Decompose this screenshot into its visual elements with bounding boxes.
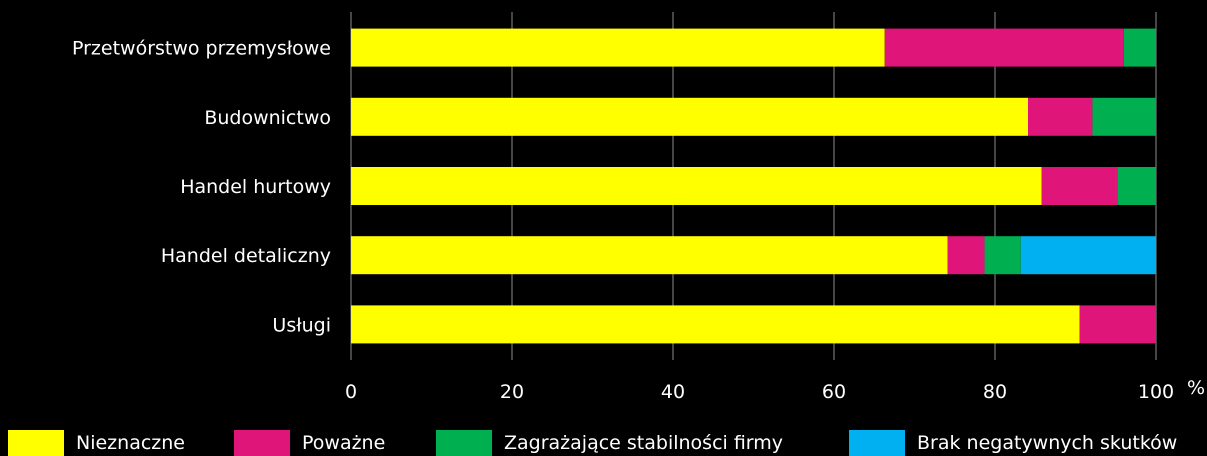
bar-handel-hurtowy-nieznaczne (351, 167, 1042, 205)
bar-handel-detaliczny-powazne (947, 236, 985, 275)
legend-label-powazne: Poważne (302, 432, 386, 454)
stacked-bar-chart: Przetwórstwo przemysłowe Budownictwo Hande… (72, 12, 1174, 403)
y-tick-label-przetworstwo-przemyslowe: Przetwórstwo przemysłowe (72, 38, 331, 60)
bar-uslugi-nieznaczne (351, 305, 1080, 344)
legend-label-zagrazajace: Zagrażające stabilności firmy (504, 432, 784, 454)
bar-przetworstwo-przemyslowe-zagrazajace-stabilnosci-firmy (1123, 28, 1156, 67)
legend-swatch-brak (849, 430, 905, 456)
y-tick-label-handel-detaliczny: Handel detaliczny (161, 245, 331, 267)
x-tick-label-20: 20 (500, 381, 524, 403)
chart-legend: Nieznaczne Poważne Zagrażające stabilnoś… (0, 426, 1207, 456)
x-tick-label-80: 80 (983, 381, 1007, 403)
y-tick-label-handel-hurtowy: Handel hurtowy (180, 176, 331, 198)
x-tick-label-60: 60 (822, 381, 846, 403)
legend-swatch-powazne (234, 430, 290, 456)
x-tick-label-100: 100 (1138, 381, 1174, 403)
y-tick-label-uslugi: Usługi (272, 314, 331, 336)
bar-handel-hurtowy-powazne (1041, 167, 1118, 205)
bar-handel-detaliczny-zagrazajace-stabilnosci-firmy (984, 236, 1021, 275)
bar-uslugi-powazne (1079, 305, 1156, 344)
legend-label-nieznaczne: Nieznaczne (76, 432, 185, 454)
bar-budownictwo-zagrazajace-stabilnosci-firmy (1092, 97, 1156, 136)
legend-label-brak: Brak negatywnych skutków (917, 432, 1178, 454)
legend-swatch-zagrazajace (436, 430, 492, 456)
legend-swatch-nieznaczne (8, 430, 64, 456)
bar-budownictwo-powazne (1028, 97, 1093, 136)
bar-handel-detaliczny-brak-negatywnych-skutkow (1020, 236, 1156, 275)
bar-budownictwo-nieznaczne (351, 97, 1029, 136)
bar-handel-hurtowy-zagrazajace-stabilnosci-firmy (1117, 167, 1156, 205)
bar-handel-detaliczny-nieznaczne (351, 236, 948, 275)
x-tick-label-0: 0 (345, 381, 357, 403)
y-tick-label-budownictwo: Budownictwo (204, 107, 331, 129)
x-tick-label-40: 40 (661, 381, 685, 403)
x-axis-unit-label: % (1187, 377, 1206, 399)
bar-przetworstwo-przemyslowe-nieznaczne (351, 28, 885, 67)
bar-przetworstwo-przemyslowe-powazne (884, 28, 1124, 67)
